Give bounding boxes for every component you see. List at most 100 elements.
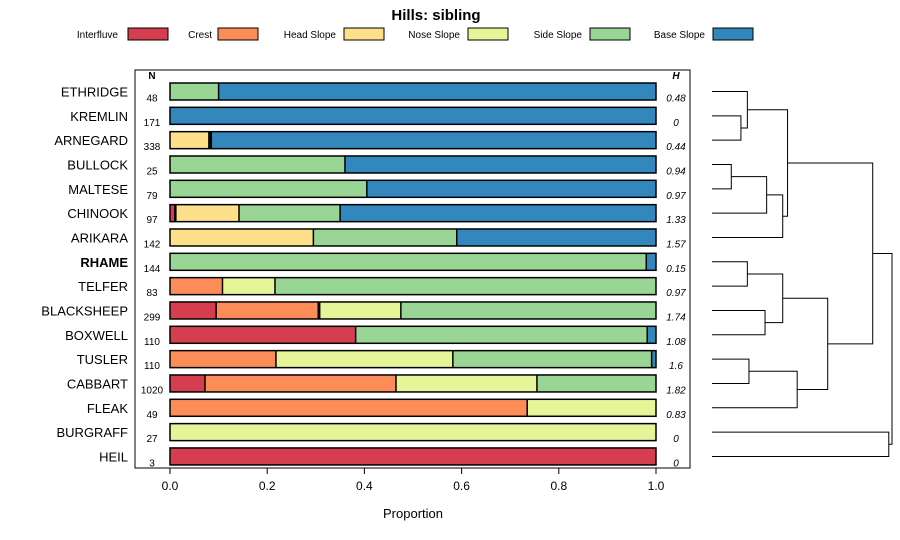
row-n-value: 27	[146, 434, 158, 445]
bar-outline	[169, 447, 657, 466]
row-n-value: 299	[144, 312, 161, 323]
bar-segment-nose-slope	[527, 399, 656, 417]
n-column-header: N	[148, 71, 155, 82]
x-tick-label: 0.6	[453, 479, 470, 493]
row-label: BULLOCK	[67, 157, 128, 172]
row-h-value: 0.48	[666, 94, 686, 105]
row-fleak: FLEAK 49 0.83	[87, 398, 686, 421]
row-h-value: 1.57	[666, 239, 686, 250]
legend-swatch-base-slope	[712, 27, 754, 41]
row-kremlin: KREMLIN 171 0	[70, 106, 679, 129]
bar-segment-base-slope	[211, 131, 656, 149]
bar-outline	[169, 422, 657, 442]
legend-swatch-interfluve	[127, 27, 169, 41]
x-tick-label: 0.8	[550, 479, 567, 493]
row-n-value: 3	[149, 458, 155, 469]
row-n-value: 25	[146, 166, 158, 177]
row-bullock: BULLOCK 25 0.94	[67, 155, 686, 177]
legend-swatch-head-slope	[343, 27, 385, 41]
bar-segment-side-slope	[452, 350, 652, 368]
row-label: KREMLIN	[70, 109, 128, 124]
dendrogram-branch	[712, 309, 766, 336]
legend-swatch-side-slope	[589, 27, 631, 41]
bar-segment-side-slope	[170, 83, 219, 100]
panel-frame	[134, 69, 691, 469]
row-maltese: MALTESE 79 0.97	[68, 179, 686, 202]
dendrogram-branch	[712, 91, 748, 129]
row-n-value: 110	[144, 337, 160, 348]
dendrogram-branch	[712, 431, 890, 457]
row-label: CHINOOK	[67, 206, 128, 221]
bar-segment-base-slope	[651, 350, 656, 368]
row-label: RHAME	[80, 255, 128, 270]
bar-segment-crest	[216, 301, 319, 319]
dendrogram-branch	[782, 297, 829, 391]
dendrogram-branch	[872, 252, 893, 445]
row-h-value: 0.15	[666, 264, 686, 275]
x-axis: 0.0 0.2 0.4 0.6 0.8 1.0	[162, 468, 665, 493]
legend-label-base-slope: Base Slope	[654, 30, 706, 41]
bar-segment-crest	[204, 374, 396, 392]
legend-label-interfluve: Interfluve	[77, 30, 119, 41]
bar-segment-interfluve	[170, 374, 205, 392]
bar-segment-base-slope	[218, 83, 656, 100]
dendrogram-branch	[747, 273, 784, 324]
bar-segment-crest	[170, 399, 528, 417]
row-label: HEIL	[99, 449, 128, 464]
legend: Interfluve Crest Head Slope Nose Slope Side …	[77, 27, 754, 41]
dendrogram-branch	[712, 163, 732, 190]
row-n-value: 171	[144, 118, 161, 129]
x-tick-label: 0.0	[162, 479, 179, 493]
dendrogram-branch	[712, 261, 748, 287]
dendrogram-branch	[712, 194, 784, 238]
bar-segment-side-slope	[400, 301, 656, 319]
row-heil: HEIL 3 0	[99, 447, 679, 469]
row-h-value: 1.82	[666, 385, 686, 396]
row-h-value: 0	[673, 434, 679, 445]
bar-outline	[169, 374, 657, 393]
bar-segment-side-slope	[170, 180, 367, 198]
legend-label-nose-slope: Nose Slope	[408, 30, 460, 41]
row-n-value: 144	[144, 264, 161, 275]
row-h-value: 1.33	[666, 215, 686, 226]
row-label: ARIKARA	[71, 230, 128, 245]
row-telfer: TELFER 83 0.97	[78, 276, 686, 299]
row-n-value: 48	[146, 94, 158, 105]
x-axis-title: Proportion	[383, 506, 443, 521]
bar-segment-base-slope	[646, 253, 656, 271]
bar-segment-crest	[170, 277, 223, 295]
bar-segment-crest	[170, 350, 276, 368]
row-label: TUSLER	[77, 352, 128, 367]
row-h-value: 1.08	[666, 337, 686, 348]
bar-segment-nose-slope	[275, 350, 453, 368]
bar-segment-side-slope	[355, 326, 648, 344]
row-label: BLACKSHEEP	[41, 303, 128, 318]
bar-segment-nose-slope	[170, 423, 656, 441]
bar-outline	[169, 203, 657, 223]
bar-outline	[169, 106, 657, 126]
row-h-value: 0	[673, 118, 679, 129]
bar-segment-nose-slope	[395, 374, 537, 392]
dendrogram-branch	[712, 358, 750, 384]
legend-label-head-slope: Head Slope	[284, 30, 337, 41]
row-label: MALTESE	[68, 182, 128, 197]
bar-outline	[169, 82, 657, 101]
bar-outline	[169, 155, 657, 174]
bar-segment-base-slope	[366, 180, 656, 198]
row-arikara: ARIKARA 142 1.57	[71, 228, 686, 250]
bar-segment-head-slope	[175, 204, 240, 222]
bar-segment-side-slope	[536, 374, 656, 392]
bar-outline	[169, 325, 657, 345]
row-label: ETHRIDGE	[61, 85, 129, 100]
bar-segment-base-slope	[340, 204, 656, 222]
bar-segment-head-slope	[170, 228, 314, 246]
bar-outline	[169, 130, 657, 150]
row-h-value: 1.74	[666, 312, 686, 323]
bar-segment-nose-slope	[319, 301, 401, 319]
row-h-value: 0.44	[666, 142, 686, 153]
legend-swatch-nose-slope	[467, 27, 509, 41]
bar-segment-interfluve	[170, 204, 175, 222]
row-n-value: 142	[144, 239, 161, 250]
bar-segment-side-slope	[274, 277, 656, 295]
